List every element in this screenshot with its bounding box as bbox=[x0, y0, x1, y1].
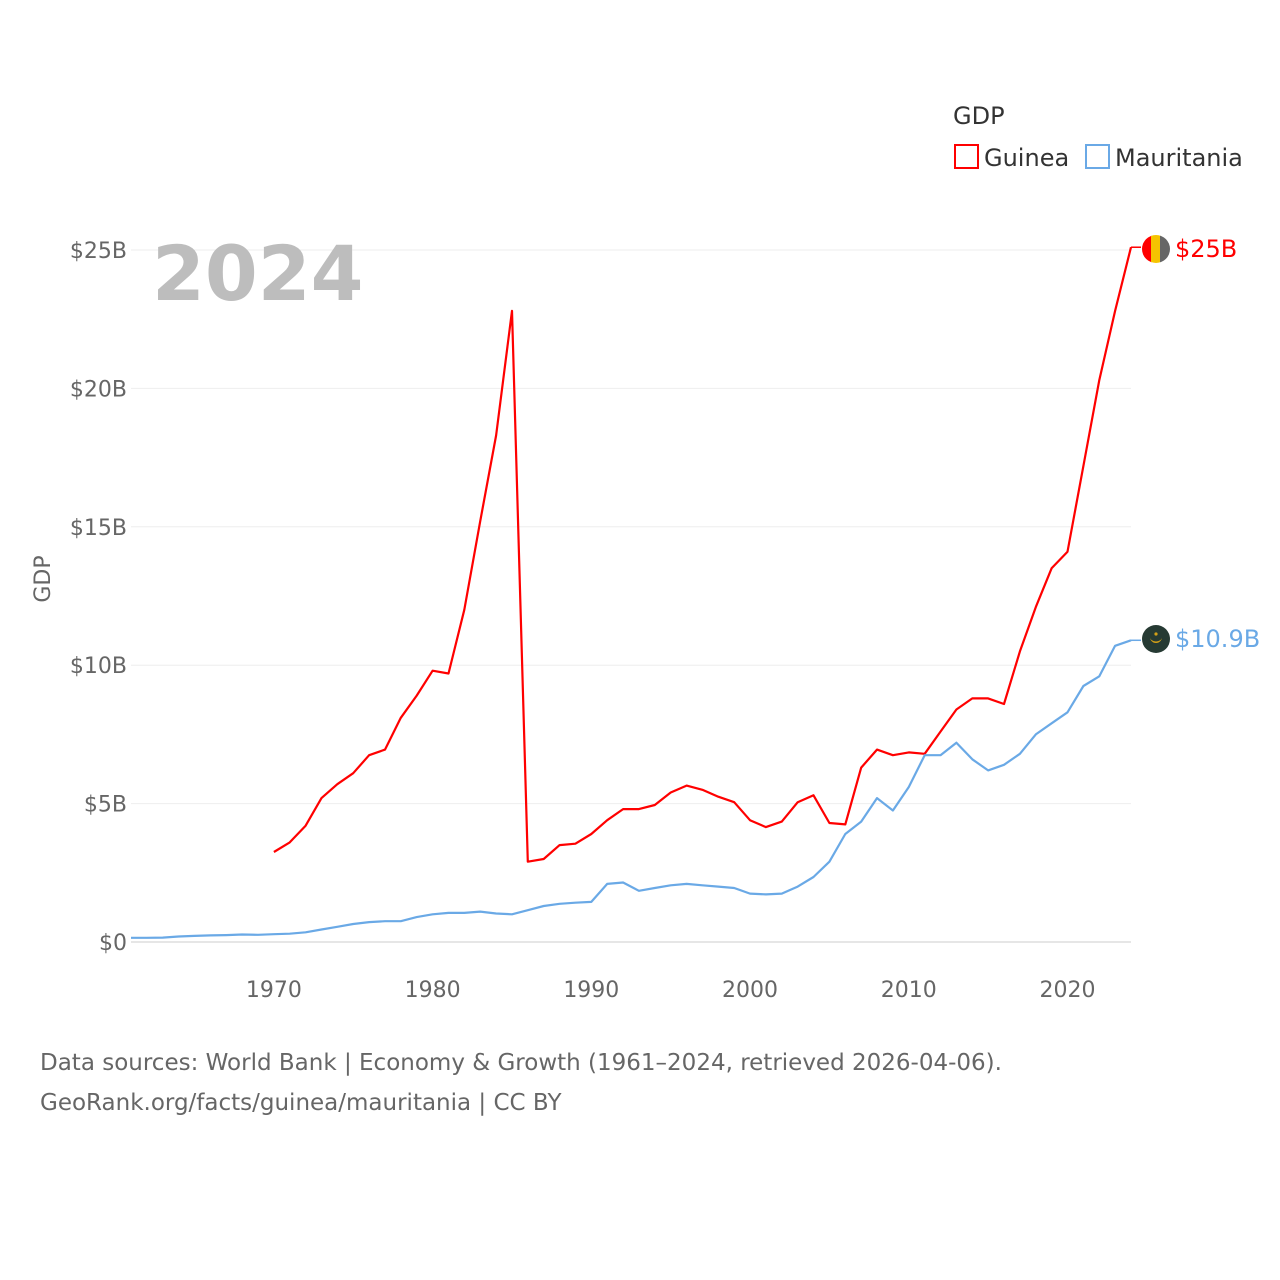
legend: GDP Guinea Mauritania bbox=[953, 102, 1243, 172]
x-tick-label: 2000 bbox=[722, 978, 778, 1003]
x-tick-label: 1980 bbox=[405, 978, 461, 1003]
legend-label-mauritania: Mauritania bbox=[1115, 144, 1243, 172]
x-tick-label: 1970 bbox=[246, 978, 302, 1003]
y-tick-label: $0 bbox=[99, 931, 127, 956]
legend-label-guinea: Guinea bbox=[984, 144, 1069, 172]
x-axis-ticks: 1970 1980 1990 2000 2010 2020 bbox=[246, 978, 1096, 1003]
legend-item-mauritania[interactable]: Mauritania bbox=[1085, 144, 1243, 172]
source-line-url[interactable]: GeoRank.org/facts/guinea/mauritania | CC… bbox=[40, 1090, 562, 1116]
source-line-data: Data sources: World Bank | Economy & Gro… bbox=[40, 1050, 1002, 1076]
legend-item-guinea[interactable]: Guinea bbox=[954, 144, 1069, 172]
series-line-mauritania[interactable] bbox=[131, 639, 1132, 939]
x-tick-label: 2020 bbox=[1040, 978, 1096, 1003]
gridlines bbox=[131, 249, 1131, 943]
mauritania-flag-icon bbox=[1142, 625, 1170, 653]
legend-swatch-mauritania bbox=[1085, 144, 1110, 169]
legend-title: GDP bbox=[953, 102, 1005, 130]
guinea-flag-icon bbox=[1142, 235, 1170, 263]
y-tick-label: $5B bbox=[84, 793, 127, 818]
y-axis-title: GDP bbox=[31, 555, 56, 602]
mauritania-end-value: $10.9B bbox=[1175, 625, 1260, 653]
series-lines bbox=[131, 246, 1141, 939]
y-axis-ticks: $0 $5B $10B $15B $20B $25B bbox=[70, 239, 127, 956]
x-tick-label: 2010 bbox=[881, 978, 937, 1003]
source-note: Data sources: World Bank | Economy & Gro… bbox=[40, 1043, 1002, 1123]
y-tick-label: $10B bbox=[70, 654, 127, 679]
y-tick-label: $15B bbox=[70, 516, 127, 541]
y-tick-label: $20B bbox=[70, 377, 127, 402]
guinea-end-value: $25B bbox=[1175, 235, 1237, 263]
year-label: 2024 bbox=[152, 229, 364, 318]
series-line-guinea[interactable] bbox=[273, 246, 1133, 863]
x-tick-label: 1990 bbox=[563, 978, 619, 1003]
legend-swatch-guinea bbox=[954, 144, 979, 169]
y-tick-label: $25B bbox=[70, 239, 127, 264]
